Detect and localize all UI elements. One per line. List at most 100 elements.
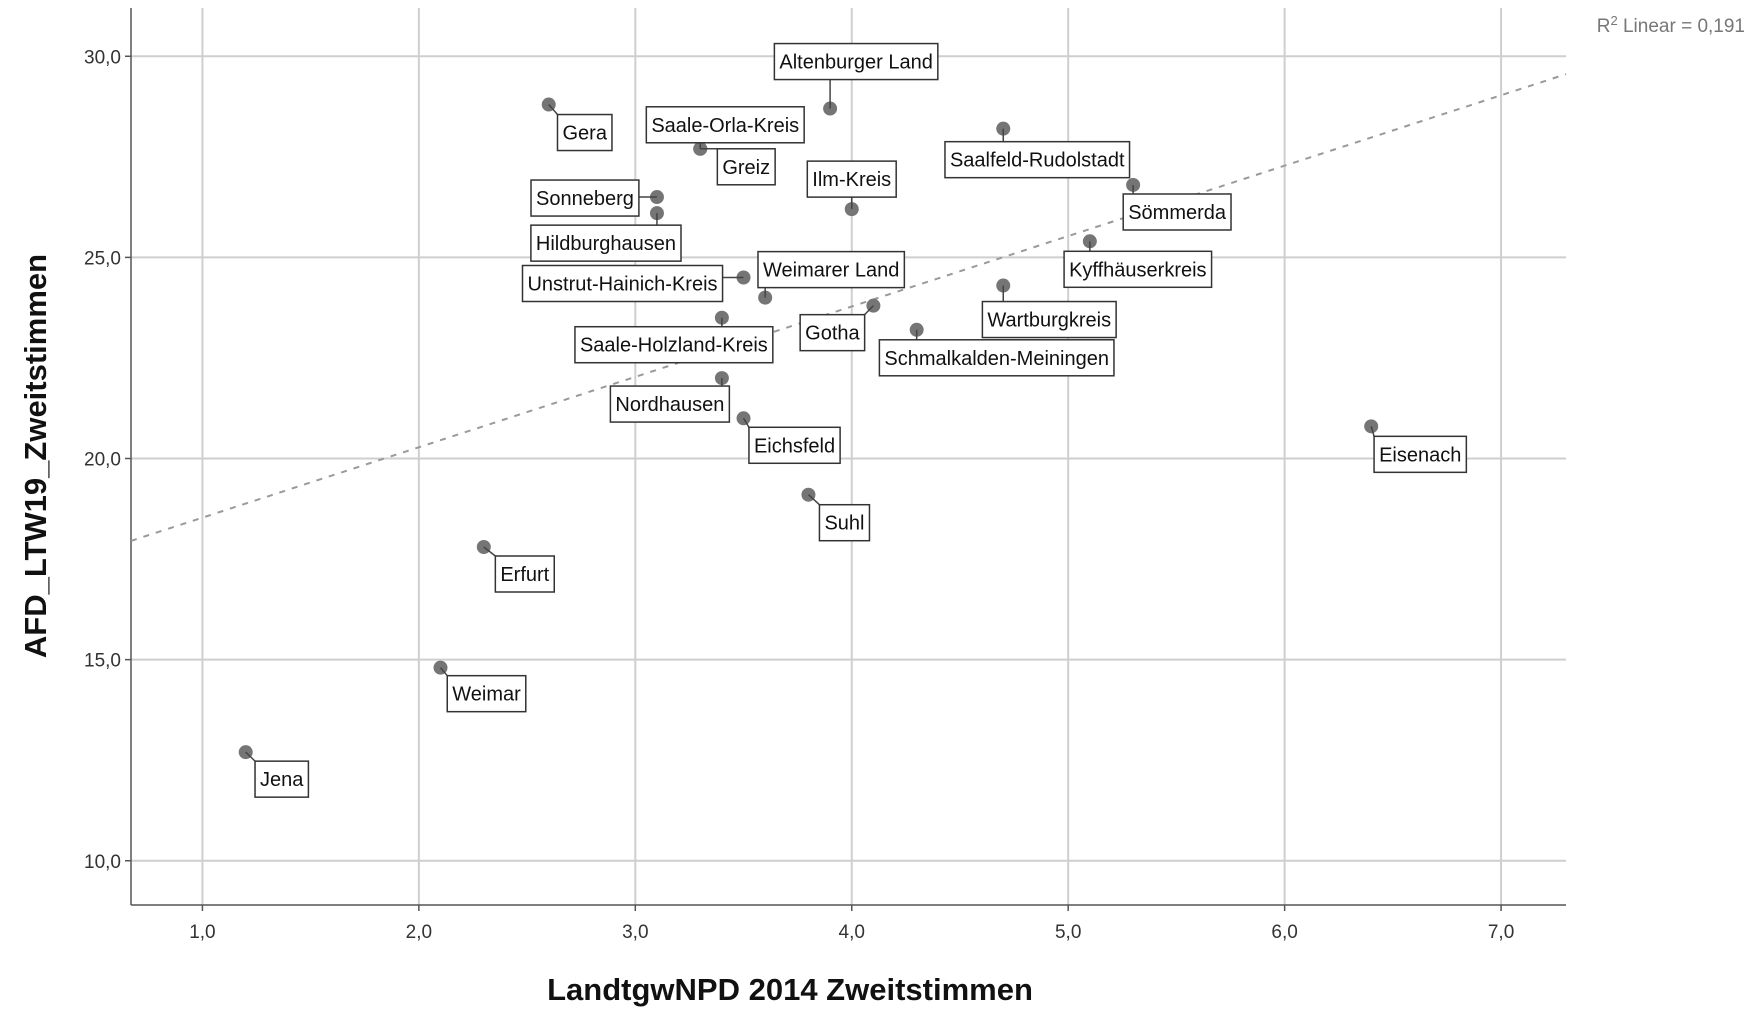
label-box: [981, 300, 1117, 339]
x-tick-label: 2,0: [406, 922, 432, 943]
x-tick-label: 7,0: [1488, 922, 1514, 943]
x-tick-label: 5,0: [1055, 922, 1081, 943]
label-box: [530, 224, 682, 262]
label-box: [878, 339, 1115, 377]
y-tick-label: 20,0: [84, 450, 121, 471]
label-box: [494, 555, 556, 593]
point-label-4: Ilm-Kreis: [806, 160, 897, 210]
leader-line: [1370, 426, 1375, 437]
label-text: Gera: [562, 123, 607, 145]
label-text: Eichsfeld: [754, 435, 835, 457]
label-box: [556, 113, 613, 152]
label-box: [799, 313, 866, 352]
label-text: Weimar: [452, 684, 521, 706]
label-box: [773, 42, 939, 81]
label-box: [254, 760, 310, 798]
y-tick-label: 25,0: [84, 248, 121, 269]
x-tick-label: 6,0: [1271, 922, 1297, 943]
point-label-13: Gotha: [799, 305, 874, 352]
point-label-11: Kyffhäuserkreis: [1063, 241, 1213, 289]
point-label-14: Saale-Holzland-Kreis: [574, 317, 774, 364]
label-text: Weimarer Land: [763, 260, 899, 282]
leader-line: [864, 305, 874, 316]
label-text: Schmalkalden-Meiningen: [884, 348, 1109, 370]
x-tick-label: 1,0: [189, 922, 215, 943]
point-label-19: Suhl: [807, 494, 871, 542]
r2-annotation: R2 Linear = 0,191: [1597, 13, 1745, 38]
point-label-16: Nordhausen: [609, 378, 731, 423]
point-label-10: Weimarer Land: [757, 250, 906, 298]
point-label-20: Erfurt: [483, 546, 556, 593]
label-text: Erfurt: [500, 564, 549, 586]
x-tick-label: 4,0: [839, 922, 865, 943]
point-label-21: Weimar: [439, 667, 527, 713]
point-labels: Altenburger Land Gera Saale-Orla-Kreis Grei…: [245, 42, 1468, 798]
label-box: [574, 325, 774, 364]
leader-line: [807, 494, 820, 506]
fit-line-group: [130, 73, 1567, 542]
axes: [130, 8, 1566, 906]
label-text: Saalfeld-Rudolstadt: [950, 150, 1125, 172]
label-box: [521, 264, 724, 303]
label-box: [446, 674, 527, 713]
point-label-9: Unstrut-Hainich-Kreis: [521, 264, 744, 303]
label-box: [716, 148, 776, 186]
label-text: Sömmerda: [1128, 202, 1227, 224]
label-box: [806, 160, 897, 198]
label-box: [757, 250, 906, 289]
y-tick-label: 10,0: [84, 852, 121, 873]
label-text: Altenburger Land: [779, 52, 932, 74]
leader-line: [548, 104, 559, 116]
x-axis-title: LandtgwNPD 2014 Zweitstimmen: [547, 972, 1033, 1007]
y-axis-title: AFD_LTW19_Zweitstimmen: [18, 254, 53, 658]
leader-line: [245, 751, 256, 762]
point-label-8: Hildburghausen: [530, 213, 682, 262]
label-text: Sonneberg: [536, 188, 634, 210]
point-label-6: Sömmerda: [1122, 184, 1232, 231]
point-label-15: Schmalkalden-Meiningen: [878, 329, 1115, 377]
label-text: Saale-Holzland-Kreis: [580, 335, 768, 357]
point-label-2: Saale-Orla-Kreis: [645, 106, 805, 149]
point-label-0: Altenburger Land: [773, 42, 939, 109]
label-text: Jena: [260, 769, 304, 791]
label-box: [609, 385, 731, 423]
point-label-22: Jena: [245, 751, 310, 798]
point-label-3: Greiz: [700, 148, 776, 186]
point-label-12: Wartburgkreis: [981, 285, 1117, 339]
grid-lines: [131, 8, 1566, 905]
point-label-7: Sonneberg: [530, 179, 657, 217]
label-box: [818, 503, 871, 542]
label-box: [1373, 435, 1468, 474]
label-text: Saale-Orla-Kreis: [651, 115, 799, 137]
point-label-5: Saalfeld-Rudolstadt: [944, 128, 1131, 179]
x-axis-ticks: 1,0 2,0 3,0 4,0 5,0 6,0 7,0: [189, 905, 1514, 943]
label-text: Suhl: [824, 513, 864, 535]
leader-line: [439, 667, 448, 677]
label-text: Unstrut-Hainich-Kreis: [527, 274, 717, 296]
point-label-17: Eichsfeld: [742, 417, 841, 465]
label-box: [748, 426, 841, 465]
y-axis-ticks: 10,0 15,0 20,0 25,0 30,0: [84, 47, 131, 873]
label-box: [1122, 193, 1232, 231]
label-box: [1063, 250, 1213, 289]
label-text: Gotha: [805, 323, 860, 345]
point-label-1: Gera: [548, 104, 613, 152]
label-box: [530, 179, 640, 217]
label-text: Hildburghausen: [536, 233, 676, 255]
label-text: Greiz: [722, 157, 770, 179]
label-box: [944, 140, 1131, 179]
leader-line: [742, 417, 750, 428]
label-text: Wartburgkreis: [987, 310, 1111, 332]
label-text: Ilm-Kreis: [812, 169, 891, 191]
label-text: Nordhausen: [615, 394, 724, 416]
label-text: Eisenach: [1379, 444, 1461, 466]
fit-line: [130, 73, 1567, 542]
y-tick-label: 15,0: [84, 651, 121, 672]
y-tick-label: 30,0: [84, 47, 121, 68]
x-tick-label: 3,0: [622, 922, 648, 943]
label-box: [645, 106, 805, 144]
point-label-18: Eisenach: [1370, 426, 1468, 474]
label-text: Kyffhäuserkreis: [1069, 259, 1206, 281]
leader-line: [483, 546, 496, 557]
